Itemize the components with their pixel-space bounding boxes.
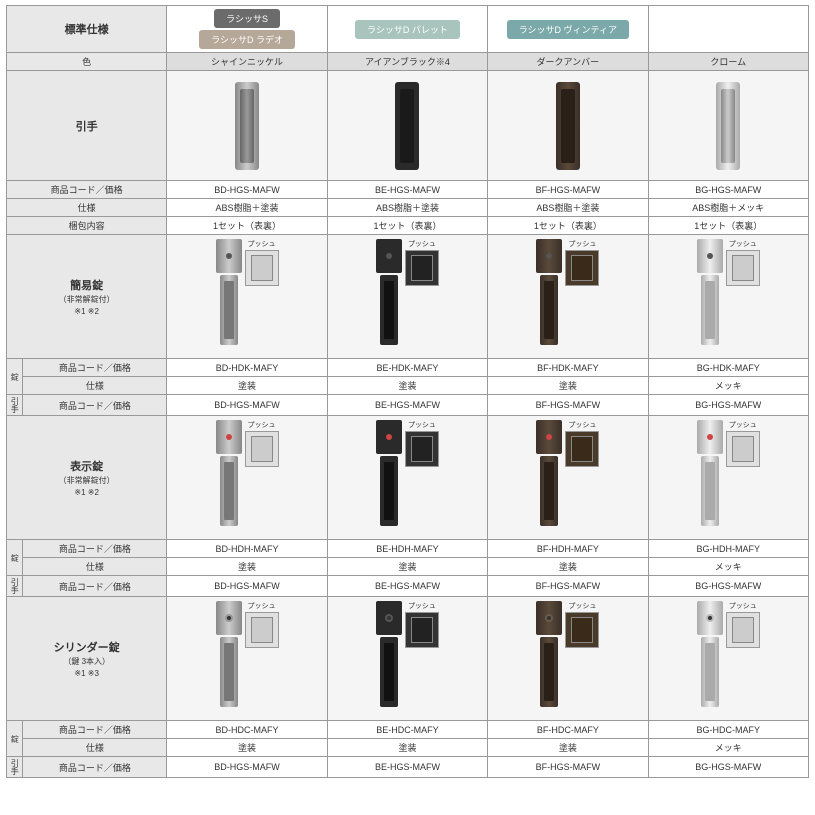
series-d-palette: ラシッサD パレット — [355, 20, 460, 39]
indicator-img-2: プッシュ — [327, 416, 487, 540]
color-1: シャインニッケル — [167, 53, 327, 71]
simple-img-1: プッシュ — [167, 235, 327, 359]
section-cylinder-title: シリンダー錠 （鍵 3本入） ※1 ※3 — [7, 597, 167, 721]
series-d-vintia: ラシッサD ヴィンティア — [507, 20, 629, 39]
color-4: クローム — [648, 53, 808, 71]
spec-table: 標準仕様 ラシッサS ラシッサD ラデオ ラシッサD パレット ラシッサD ヴィ… — [6, 5, 809, 778]
section-pull-title: 引手 — [7, 71, 167, 181]
color-3: ダークアンバー — [488, 53, 648, 71]
simple-img-3: プッシュ — [488, 235, 648, 359]
simple-img-2: プッシュ — [327, 235, 487, 359]
pull-img-1 — [167, 71, 327, 181]
indicator-img-1: プッシュ — [167, 416, 327, 540]
section-indicator-title: 表示錠 （非常解錠付） ※1 ※2 — [7, 416, 167, 540]
series-s: ラシッサS — [214, 9, 280, 28]
header-spec: 標準仕様 — [7, 6, 167, 53]
series-d-radeo: ラシッサD ラデオ — [199, 30, 295, 49]
section-simple-title: 簡易錠 （非常解錠付） ※1 ※2 — [7, 235, 167, 359]
cylinder-img-1: プッシュ — [167, 597, 327, 721]
simple-img-4: プッシュ — [648, 235, 808, 359]
cylinder-img-2: プッシュ — [327, 597, 487, 721]
indicator-img-4: プッシュ — [648, 416, 808, 540]
cylinder-img-4: プッシュ — [648, 597, 808, 721]
color-label: 色 — [7, 53, 167, 71]
pull-img-3 — [488, 71, 648, 181]
pull-img-4 — [648, 71, 808, 181]
color-2: アイアンブラック※4 — [327, 53, 487, 71]
pull-img-2 — [327, 71, 487, 181]
indicator-img-3: プッシュ — [488, 416, 648, 540]
cylinder-img-3: プッシュ — [488, 597, 648, 721]
